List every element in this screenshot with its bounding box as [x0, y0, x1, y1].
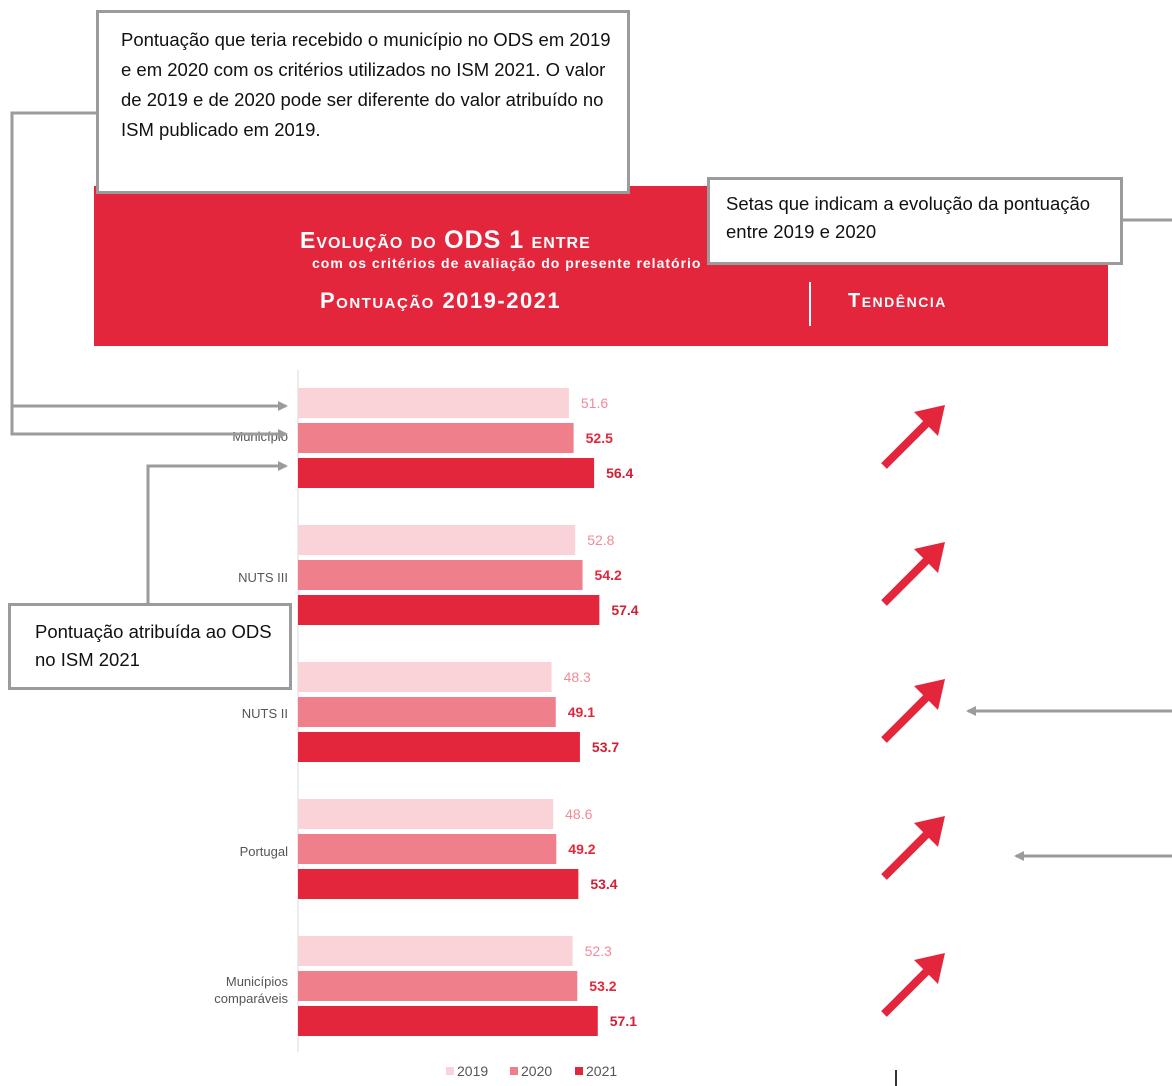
- data-label: 57.4: [611, 602, 638, 618]
- data-label: 56.4: [606, 465, 633, 481]
- arrow-up-right-icon: [881, 679, 945, 743]
- arrow-up-right-icon: [881, 405, 945, 469]
- data-label: 54.2: [595, 567, 622, 583]
- bar-2020: [298, 834, 557, 864]
- header-title: Evolução do ODS 1 entre: [300, 226, 591, 254]
- category-label: NUTS II: [241, 706, 288, 721]
- category-label: NUTS III: [238, 570, 288, 585]
- data-label: 53.2: [589, 978, 616, 994]
- bar-2020: [298, 423, 574, 453]
- data-label: 49.1: [568, 704, 595, 720]
- category-label: Portugal: [239, 844, 288, 859]
- callout-previous-scores: Pontuação que teria recebido o município…: [96, 10, 630, 194]
- bar-2021: [298, 1006, 598, 1036]
- header-subtitle: com os critérios de avaliação do present…: [312, 255, 702, 271]
- data-label: 53.4: [590, 876, 617, 892]
- arrow-up-right-icon: [881, 542, 945, 606]
- bar-2021: [298, 732, 580, 762]
- category-label: Municípios comparáveis: [214, 974, 288, 1006]
- bar-2021: [298, 458, 595, 488]
- data-label: 52.3: [585, 943, 612, 959]
- legend-item-2021: 2021: [575, 1063, 617, 1079]
- callout-ism-2021-score: Pontuação atribuída ao ODS no ISM 2021: [8, 603, 292, 690]
- legend-item-2019: 2019: [446, 1063, 488, 1079]
- bar-2020: [298, 971, 578, 1001]
- arrow-up-right-icon: [881, 816, 945, 880]
- bar-2021: [298, 869, 579, 899]
- bar-2019: [298, 662, 552, 692]
- bar-2019: [298, 799, 554, 829]
- bar-2019: [298, 936, 573, 966]
- data-label: 48.3: [564, 669, 591, 685]
- bar-2021: [298, 595, 600, 625]
- arrow-up-right-icon: [881, 953, 945, 1017]
- data-label: 57.1: [610, 1013, 637, 1029]
- data-label: 51.6: [581, 395, 608, 411]
- callout-trend-arrows: Setas que indicam a evolução da pontuaçã…: [707, 177, 1123, 265]
- legend-item-2020: 2020: [510, 1063, 552, 1079]
- data-label: 52.5: [586, 430, 613, 446]
- data-label: 53.7: [592, 739, 619, 755]
- score-column-header: Pontuação 2019-2021: [320, 288, 562, 313]
- bar-2019: [298, 388, 569, 418]
- bar-2020: [298, 560, 583, 590]
- data-label: 48.6: [565, 806, 592, 822]
- bar-2020: [298, 697, 556, 727]
- bar-2019: [298, 525, 576, 555]
- data-label: 52.8: [587, 532, 614, 548]
- category-label: Município: [232, 429, 288, 444]
- header-divider: [809, 282, 811, 326]
- trend-column-header: Tendência: [848, 290, 947, 312]
- data-label: 49.2: [568, 841, 595, 857]
